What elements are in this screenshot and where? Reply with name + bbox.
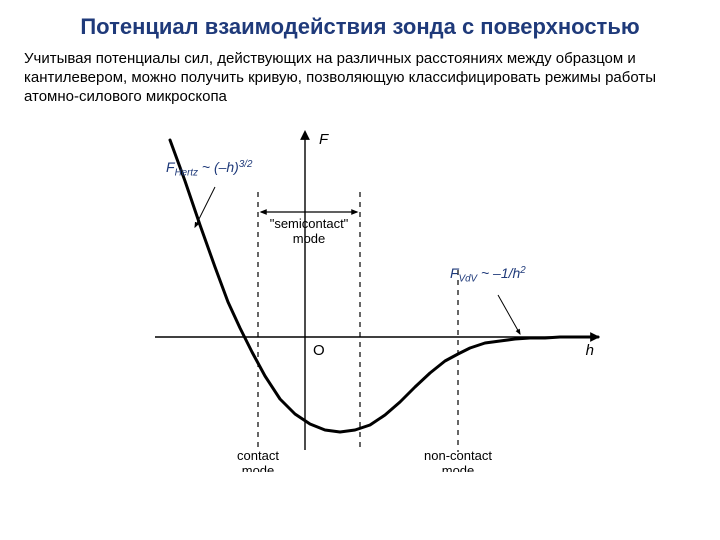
hertz-pointer-arrow <box>195 187 215 227</box>
noncontact-mode-label: non-contactmode <box>424 448 492 472</box>
page-title: Потенциал взаимодействия зонда с поверхн… <box>24 14 696 40</box>
x-axis-label: h <box>586 342 594 359</box>
contact-mode-label: contactmode <box>237 448 279 472</box>
y-axis-label: F <box>319 131 329 148</box>
vdw-formula: FVdV ~ –1/h2 <box>450 265 526 285</box>
figure-container: Fh O "semicontact"mode contactmode non-conta… <box>24 112 696 472</box>
semicontact-label: "semicontact"mode <box>270 216 349 246</box>
potential-curve-chart: Fh O "semicontact"mode contactmode non-conta… <box>100 112 620 472</box>
origin-label: O <box>313 342 325 359</box>
body-text: Учитывая потенциалы сил, действующих на … <box>24 50 696 106</box>
potential-curve <box>170 140 598 432</box>
vdw-pointer-arrow <box>498 295 520 334</box>
